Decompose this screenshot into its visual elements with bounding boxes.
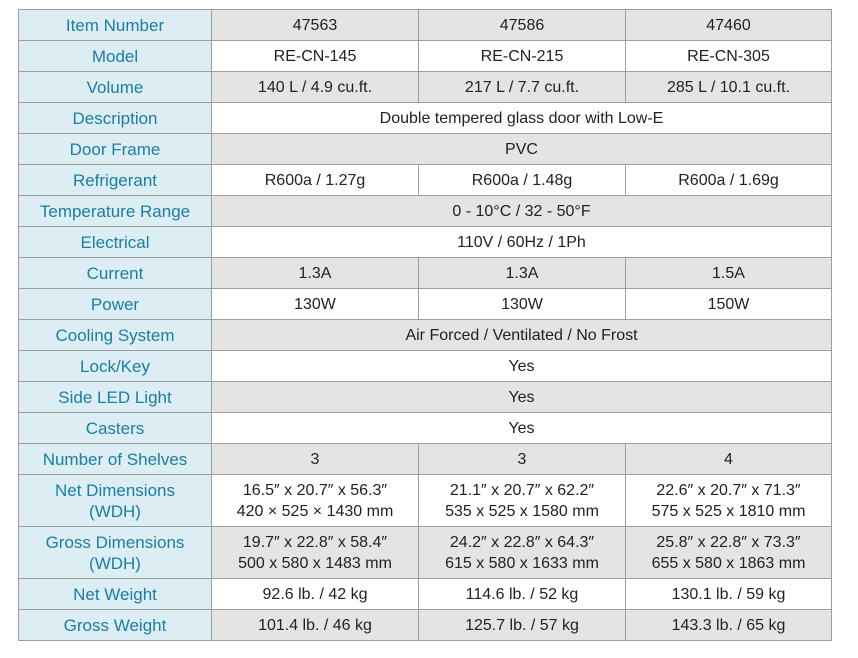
table-cell: 19.7″ x 22.8″ x 58.4″ 500 x 580 x 1483 m… xyxy=(211,526,419,579)
table-cell: RE-CN-305 xyxy=(625,40,832,72)
table-cell: 3 xyxy=(418,443,626,475)
table-cell: 21.1″ x 20.7″ x 62.2″ 535 x 525 x 1580 m… xyxy=(418,474,626,527)
table-row: Number of Shelves 3 3 4 xyxy=(18,443,832,475)
table-cell: Double tempered glass door with Low-E xyxy=(211,102,832,134)
table-cell: RE-CN-215 xyxy=(418,40,626,72)
table-cell: RE-CN-145 xyxy=(211,40,419,72)
table-row: Side LED Light Yes xyxy=(18,381,832,413)
table-row: Electrical 110V / 60Hz / 1Ph xyxy=(18,226,832,258)
table-row: Power 130W 130W 150W xyxy=(18,288,832,320)
table-row: Gross Weight 101.4 lb. / 46 kg 125.7 lb. /… xyxy=(18,609,832,641)
table-row: Gross Dimensions (WDH) 19.7″ x 22.8″ x 58… xyxy=(18,526,832,579)
table-cell: Yes xyxy=(211,350,832,382)
row-label: Refrigerant xyxy=(18,164,212,196)
spec-table: Item Number 47563 47586 47460 Model RE-CN-145… xyxy=(18,9,832,641)
table-cell: 110V / 60Hz / 1Ph xyxy=(211,226,832,258)
table-cell: 114.6 lb. / 52 kg xyxy=(418,578,626,610)
row-label: Volume xyxy=(18,71,212,103)
row-label: Casters xyxy=(18,412,212,444)
table-row: Net Dimensions (WDH) 16.5″ x 20.7″ x 56.3… xyxy=(18,474,832,527)
table-row: Item Number 47563 47586 47460 xyxy=(18,9,832,41)
table-cell: 92.6 lb. / 42 kg xyxy=(211,578,419,610)
table-cell: R600a / 1.69g xyxy=(625,164,832,196)
row-label: Net Dimensions (WDH) xyxy=(18,474,212,527)
table-cell: 4 xyxy=(625,443,832,475)
table-row: Volume 140 L / 4.9 cu.ft. 217 L / 7.7 cu.f… xyxy=(18,71,832,103)
table-cell: 1.5A xyxy=(625,257,832,289)
table-cell: 130W xyxy=(211,288,419,320)
row-label: Door Frame xyxy=(18,133,212,165)
table-cell: R600a / 1.48g xyxy=(418,164,626,196)
row-label: Gross Dimensions (WDH) xyxy=(18,526,212,579)
table-cell: PVC xyxy=(211,133,832,165)
row-label: Power xyxy=(18,288,212,320)
row-label: Number of Shelves xyxy=(18,443,212,475)
table-cell: Yes xyxy=(211,381,832,413)
table-cell: 101.4 lb. / 46 kg xyxy=(211,609,419,641)
table-cell: 285 L / 10.1 cu.ft. xyxy=(625,71,832,103)
row-label: Electrical xyxy=(18,226,212,258)
row-label: Gross Weight xyxy=(18,609,212,641)
table-row: Model RE-CN-145 RE-CN-215 RE-CN-305 xyxy=(18,40,832,72)
row-label: Cooling System xyxy=(18,319,212,351)
row-label: Net Weight xyxy=(18,578,212,610)
row-label: Side LED Light xyxy=(18,381,212,413)
table-cell: 25.8″ x 22.8″ x 73.3″ 655 x 580 x 1863 m… xyxy=(625,526,832,579)
table-cell: 125.7 lb. / 57 kg xyxy=(418,609,626,641)
row-label: Model xyxy=(18,40,212,72)
table-row: Lock/Key Yes xyxy=(18,350,832,382)
row-label: Lock/Key xyxy=(18,350,212,382)
table-row: Refrigerant R600a / 1.27g R600a / 1.48g R60… xyxy=(18,164,832,196)
table-cell: 3 xyxy=(211,443,419,475)
table-row: Temperature Range 0 - 10°C / 32 - 50°F xyxy=(18,195,832,227)
table-cell: 130.1 lb. / 59 kg xyxy=(625,578,832,610)
table-cell: 47563 xyxy=(211,9,419,41)
table-row: Description Double tempered glass door wi… xyxy=(18,102,832,134)
table-cell: 1.3A xyxy=(418,257,626,289)
table-cell: 16.5″ x 20.7″ x 56.3″ 420 × 525 × 1430 m… xyxy=(211,474,419,527)
table-cell: 140 L / 4.9 cu.ft. xyxy=(211,71,419,103)
table-cell: 150W xyxy=(625,288,832,320)
table-cell: 47460 xyxy=(625,9,832,41)
table-cell: 24.2″ x 22.8″ x 64.3″ 615 x 580 x 1633 m… xyxy=(418,526,626,579)
table-cell: Air Forced / Ventilated / No Frost xyxy=(211,319,832,351)
table-cell: 1.3A xyxy=(211,257,419,289)
table-row: Casters Yes xyxy=(18,412,832,444)
row-label: Current xyxy=(18,257,212,289)
table-cell: R600a / 1.27g xyxy=(211,164,419,196)
row-label: Description xyxy=(18,102,212,134)
table-row: Current 1.3A 1.3A 1.5A xyxy=(18,257,832,289)
table-cell: 130W xyxy=(418,288,626,320)
table-row: Net Weight 92.6 lb. / 42 kg 114.6 lb. / 52… xyxy=(18,578,832,610)
table-cell: Yes xyxy=(211,412,832,444)
table-row: Cooling System Air Forced / Ventilated / … xyxy=(18,319,832,351)
table-cell: 0 - 10°C / 32 - 50°F xyxy=(211,195,832,227)
row-label: Temperature Range xyxy=(18,195,212,227)
table-row: Door Frame PVC xyxy=(18,133,832,165)
table-cell: 143.3 lb. / 65 kg xyxy=(625,609,832,641)
table-cell: 217 L / 7.7 cu.ft. xyxy=(418,71,626,103)
row-label: Item Number xyxy=(18,9,212,41)
table-cell: 22.6″ x 20.7″ x 71.3″ 575 x 525 x 1810 m… xyxy=(625,474,832,527)
table-cell: 47586 xyxy=(418,9,626,41)
